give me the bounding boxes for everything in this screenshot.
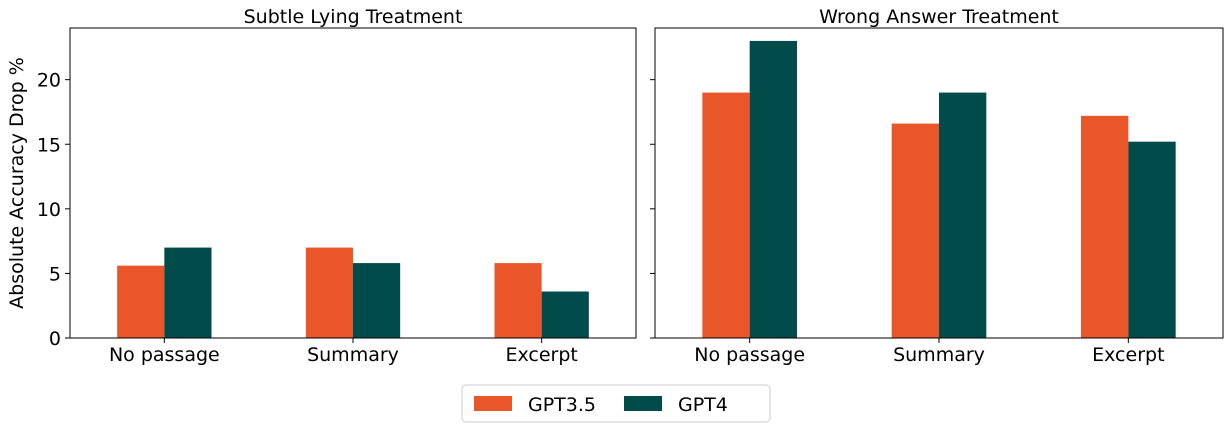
legend-swatch-gpt4 xyxy=(624,396,662,411)
panel-title: Subtle Lying Treatment xyxy=(244,6,463,28)
y-tick-label: 5 xyxy=(49,263,61,285)
bar-gpt35-no-passage xyxy=(702,92,750,338)
legend-label-gpt4: GPT4 xyxy=(678,394,728,416)
bar-gpt35-excerpt xyxy=(1081,115,1129,338)
bar-gpt35-excerpt xyxy=(494,263,542,338)
bar-gpt35-summary xyxy=(891,123,939,338)
plot-frame xyxy=(69,27,637,339)
bar-gpt4-summary xyxy=(939,92,987,338)
y-tick-label: 15 xyxy=(37,134,61,156)
bar-gpt4-excerpt xyxy=(541,291,589,338)
bar-gpt4-excerpt xyxy=(1128,141,1176,338)
x-tick-label: No passage xyxy=(109,344,220,366)
bar-gpt35-summary xyxy=(305,247,353,338)
x-tick-label: No passage xyxy=(694,344,805,366)
plot-frame xyxy=(654,27,1224,339)
panel-title: Wrong Answer Treatment xyxy=(819,6,1059,28)
legend-box xyxy=(461,384,771,423)
y-axis-label: Absolute Accuracy Drop % xyxy=(6,57,28,309)
bar-gpt35-no-passage xyxy=(117,265,165,338)
y-tick-label: 0 xyxy=(49,328,61,350)
x-tick-label: Excerpt xyxy=(505,344,577,366)
y-tick-label: 10 xyxy=(37,199,61,221)
bar-gpt4-no-passage xyxy=(164,247,212,338)
x-tick-label: Summary xyxy=(307,344,399,366)
y-tick-label: 20 xyxy=(37,70,61,92)
bar-gpt4-summary xyxy=(353,263,401,338)
legend-swatch-gpt35 xyxy=(474,396,512,411)
bar-gpt4-no-passage xyxy=(749,40,797,339)
x-tick-label: Summary xyxy=(893,344,985,366)
legend-label-gpt35: GPT3.5 xyxy=(528,394,596,416)
x-tick-label: Excerpt xyxy=(1092,344,1164,366)
